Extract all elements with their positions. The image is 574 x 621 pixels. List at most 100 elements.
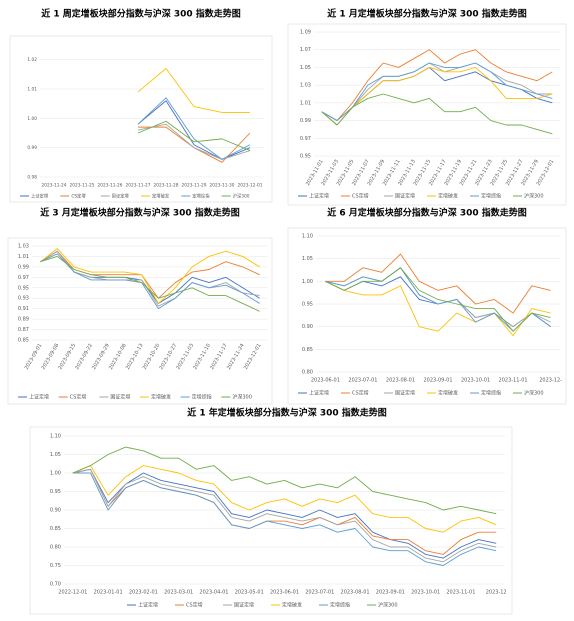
series-line — [321, 66, 553, 126]
y-tick-label: 1.00 — [50, 471, 61, 477]
y-tick-label: 1.02 — [27, 57, 37, 63]
x-tick-label: 2023-11-26 — [98, 183, 123, 189]
chart-title: 近 3 月定增板块部分指数与沪深 300 指数走势图 — [40, 207, 240, 219]
y-tick-label: 1.05 — [302, 256, 313, 262]
y-tick-label: 1.03 — [300, 83, 311, 89]
legend-label: CS定增 — [352, 390, 369, 397]
x-tick-label: 2023-12- — [539, 378, 562, 384]
legend-label: 定增破发 — [152, 193, 170, 200]
series-line — [72, 472, 497, 566]
legend-label: 上证定增 — [31, 193, 48, 200]
x-tick-label: 2023-01-01 — [94, 590, 123, 596]
y-tick-label: 1.00 — [302, 279, 313, 285]
series-line — [321, 93, 553, 135]
series-line — [72, 446, 497, 515]
series-line — [137, 97, 251, 160]
legend-label: 上证定增 — [138, 602, 158, 609]
legend-label: 上证定增 — [309, 390, 329, 397]
chart-frame — [9, 35, 273, 203]
y-tick-label: 1.01 — [300, 100, 311, 106]
legend-label: 沪深300 — [524, 390, 544, 397]
legend-label: CS定增 — [352, 193, 369, 200]
y-tick-label: 0.99 — [27, 145, 37, 151]
series-line — [325, 267, 551, 332]
x-tick-label: 2023-06-01 — [270, 590, 299, 596]
legend-label: 上证定增 — [309, 193, 329, 200]
y-tick-label: 0.97 — [18, 275, 29, 281]
legend-label: 沪深300 — [232, 394, 252, 401]
y-tick-label: 0.70 — [50, 582, 61, 588]
chart-title: 近 1 年定增板块部分指数与沪深 300 指数走势图 — [187, 407, 387, 419]
y-tick-label: 1.01 — [27, 87, 37, 93]
series-line — [40, 248, 260, 304]
x-tick-label: 2023-12-01 — [238, 183, 263, 189]
y-tick-label: 0.85 — [302, 347, 313, 353]
legend-label: 定增综指 — [481, 390, 501, 397]
legend-label: 国证定增 — [395, 390, 415, 397]
y-tick-label: 0.99 — [300, 118, 311, 124]
legend-label: CS定增 — [186, 602, 203, 609]
y-tick-label: 1.05 — [300, 65, 311, 71]
y-tick-label: 0.80 — [50, 545, 61, 551]
legend-label: 定增破发 — [151, 394, 171, 401]
series-line — [137, 123, 251, 160]
y-tick-label: 1.03 — [18, 244, 29, 250]
legend-label: 沪深300 — [378, 602, 398, 609]
legend-label: 定增综指 — [330, 602, 350, 609]
chart-title: 近 6 月定增板块部分指数与沪深 300 指数走势图 — [327, 207, 527, 219]
y-tick-label: 0.80 — [302, 370, 313, 376]
y-tick-label: 1.10 — [50, 434, 61, 440]
legend-label: 定增综指 — [192, 394, 212, 401]
x-tick-label: 2023-09-01 — [376, 590, 405, 596]
x-tick-label: 2023-09-01 — [423, 378, 452, 384]
y-tick-label: 0.75 — [50, 563, 61, 569]
y-tick-label: 0.99 — [18, 264, 29, 270]
chart-title: 近 1 月定增板块部分指数与沪深 300 指数走势图 — [327, 8, 527, 20]
legend-label: 定增综指 — [192, 193, 210, 200]
series-line — [137, 100, 251, 160]
legend-label: 上证定增 — [29, 394, 49, 401]
y-tick-label: 0.95 — [18, 285, 29, 291]
x-tick-label: 2023-10-01 — [411, 590, 440, 596]
legend-label: 定增破发 — [438, 390, 458, 397]
y-tick-label: 0.85 — [50, 526, 61, 532]
y-tick-label: 0.89 — [18, 317, 29, 323]
y-tick-label: 1.00 — [27, 116, 37, 122]
y-tick-label: 0.85 — [18, 338, 29, 344]
y-tick-label: 1.10 — [302, 234, 313, 240]
y-tick-label: 1.07 — [300, 47, 311, 53]
legend-label: 国证定增 — [110, 394, 130, 401]
chart-frame — [29, 426, 513, 615]
legend-label: 国证定增 — [234, 602, 254, 609]
chart-frame — [287, 227, 567, 405]
series-line — [321, 62, 553, 122]
series-line — [72, 465, 497, 533]
y-tick-label: 0.90 — [302, 324, 313, 330]
y-tick-label: 0.95 — [300, 154, 311, 160]
series-line — [72, 468, 497, 559]
x-tick-label: 2023-02-01 — [129, 590, 158, 596]
y-tick-label: 0.98 — [27, 175, 37, 181]
legend-label: 定增破发 — [438, 193, 458, 200]
series-line — [325, 280, 551, 337]
series-line — [137, 68, 250, 113]
y-tick-label: 0.90 — [50, 508, 61, 514]
legend-label: 定增综指 — [481, 193, 501, 200]
x-tick-label: 2023-10-01 — [461, 378, 490, 384]
x-tick-label: 2023-06-01 — [311, 378, 340, 384]
series-line — [325, 253, 551, 314]
y-tick-label: 0.91 — [18, 306, 29, 312]
series-line — [321, 49, 553, 122]
legend-label: 定增破发 — [282, 602, 302, 609]
legend-label: CS定增 — [71, 193, 85, 200]
x-tick-label: 2023-11-28 — [154, 183, 179, 189]
series-line — [321, 62, 553, 122]
y-tick-label: 1.01 — [18, 254, 29, 260]
legend-label: 沪深300 — [233, 193, 250, 200]
y-tick-label: 0.87 — [18, 327, 29, 333]
y-tick-label: 0.97 — [300, 136, 311, 142]
x-tick-label: 2023-04-01 — [199, 590, 228, 596]
x-tick-label: 2022-12-01 — [58, 590, 87, 596]
x-tick-label: 2023-11-30 — [210, 183, 235, 189]
